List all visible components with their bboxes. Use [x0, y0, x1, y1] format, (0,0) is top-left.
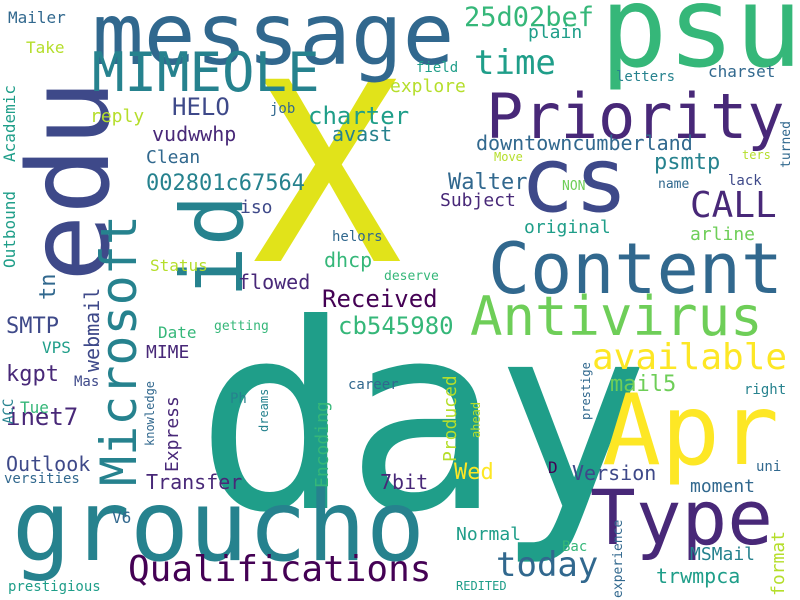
word-helors: helors — [332, 229, 383, 245]
word-reply: reply — [90, 106, 145, 127]
word-content: Content — [488, 228, 784, 310]
word-day: day — [196, 269, 650, 569]
word-webmail: webmail — [80, 287, 104, 372]
word-tn: tn — [36, 273, 61, 301]
word-avast: avast — [332, 122, 393, 146]
word-acc: ACC — [1, 398, 17, 424]
word-moment: moment — [690, 476, 756, 497]
word-vudwwhp: vudwwhp — [152, 122, 237, 146]
word-move: Move — [494, 150, 523, 164]
word-ters: ters — [742, 148, 771, 162]
word-mailer: Mailer — [8, 8, 66, 27]
word-date: Date — [158, 323, 197, 342]
word-kgpt: kgpt — [6, 362, 59, 387]
word-25d02bef: 25d02bef — [464, 2, 595, 33]
word-cb545980: cb545980 — [338, 312, 454, 340]
word-groucho: groucho — [12, 470, 426, 584]
word-turned: turned — [779, 121, 794, 168]
word-message: message — [92, 0, 455, 85]
word-uni: uni — [756, 459, 782, 475]
word-express: Express — [162, 396, 183, 472]
word-downtowncumberland: downtowncumberland — [476, 131, 693, 155]
word-tue: Tue — [20, 398, 49, 417]
word-career: career — [348, 377, 399, 393]
word-getting: getting — [214, 319, 269, 334]
word-mimeole: MIMEOLE — [92, 41, 320, 104]
word-psu: psu — [600, 0, 800, 93]
word-antivirus: Antivirus — [470, 285, 763, 348]
word-right: right — [744, 382, 787, 398]
word-apr: Apr — [602, 374, 780, 488]
word-mas: Mas — [74, 374, 100, 390]
word-academic: Academic — [0, 84, 19, 162]
word-encoding: Encoding — [312, 401, 333, 488]
word-redited: REDITED — [456, 579, 507, 593]
word-trwmpca: trwmpca — [656, 564, 741, 588]
word-subject: Subject — [440, 190, 516, 211]
word-flowed: flowed — [238, 270, 311, 294]
word-msmail: MSMail — [690, 544, 756, 565]
word-call: CALL — [690, 185, 777, 226]
word-transfer: Transfer — [146, 470, 243, 494]
word-ph: Ph — [230, 391, 247, 407]
word-type: Type — [590, 473, 774, 562]
word-prestige: prestige — [579, 362, 593, 420]
word-field: field — [416, 60, 459, 76]
word-clean: Clean — [146, 147, 201, 168]
word-iso: iso — [240, 197, 273, 218]
word-dreams: dreams — [257, 388, 271, 432]
word-ahead: ahead — [469, 401, 483, 438]
word-charter: charter — [308, 102, 410, 130]
word-prestigious: prestigious — [8, 579, 101, 595]
word-7bit: 7bit — [380, 470, 429, 494]
word-lack: lack — [728, 173, 762, 189]
word-mail5: mail5 — [610, 372, 677, 397]
word-mime: MIME — [146, 342, 190, 363]
word-today: today — [496, 545, 599, 585]
word-charset: charset — [708, 62, 776, 81]
word-smtp: SMTP — [6, 314, 59, 339]
word-normal: Normal — [456, 524, 522, 545]
word-walter: Walter — [448, 170, 528, 195]
word-outbound: Outbound — [0, 190, 19, 268]
word-format: format — [768, 530, 789, 596]
word-inet7: inet7 — [6, 403, 79, 431]
word-deserve: deserve — [384, 269, 439, 284]
word-d: D — [548, 458, 558, 477]
word-experience: experience — [611, 519, 626, 598]
word-vps: VPS — [42, 338, 71, 357]
word-002801c67564: 002801c67564 — [146, 171, 305, 196]
word-original: original — [524, 217, 611, 238]
word-name: name — [658, 177, 690, 192]
word-x: X — [252, 29, 403, 320]
word-non: NON — [562, 179, 586, 194]
word-arline: arline — [690, 224, 756, 245]
word-outlook: Outlook — [6, 452, 91, 476]
word-dhcp: dhcp — [324, 248, 373, 272]
word-helo: HELO — [172, 93, 230, 121]
word-time: time — [474, 43, 556, 83]
word-explore: explore — [390, 76, 466, 97]
word-psmtp: psmtp — [654, 150, 721, 175]
word-priority: Priority — [486, 80, 785, 153]
word-status: Status — [150, 256, 208, 275]
word-available: available — [592, 337, 788, 378]
word-produced: Produced — [440, 375, 461, 462]
word-version: Version — [572, 461, 657, 485]
word-plain: plain — [528, 22, 583, 43]
word-bac: Bac — [562, 539, 588, 555]
word-take: Take — [26, 38, 65, 57]
word-cs: cs — [520, 128, 629, 233]
word-versities: versities — [4, 471, 80, 487]
word-v6: V6 — [112, 508, 132, 527]
word-qualifications: Qualifications — [128, 549, 432, 590]
word-received: Received — [322, 285, 438, 313]
word-job: job — [270, 101, 296, 117]
word-letters: letters — [616, 69, 676, 85]
word-wed: Wed — [454, 460, 494, 485]
word-knowledge: knowledge — [143, 380, 157, 446]
